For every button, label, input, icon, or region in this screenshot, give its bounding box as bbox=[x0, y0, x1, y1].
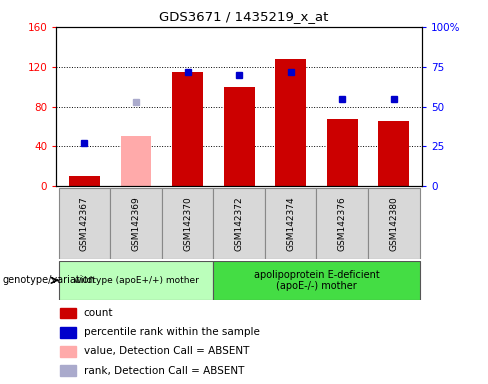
Text: GSM142372: GSM142372 bbox=[235, 196, 244, 251]
Text: count: count bbox=[83, 308, 113, 318]
Bar bbox=[110, 188, 162, 259]
Bar bbox=[275, 59, 306, 186]
Text: GSM142370: GSM142370 bbox=[183, 196, 192, 251]
Bar bbox=[162, 188, 213, 259]
Text: GDS3671 / 1435219_x_at: GDS3671 / 1435219_x_at bbox=[159, 10, 329, 23]
Bar bbox=[327, 119, 358, 186]
Bar bbox=[59, 261, 213, 300]
Text: GSM142367: GSM142367 bbox=[80, 196, 89, 251]
Bar bbox=[121, 136, 151, 186]
Bar bbox=[60, 346, 76, 357]
Text: apolipoprotein E-deficient
(apoE-/-) mother: apolipoprotein E-deficient (apoE-/-) mot… bbox=[254, 270, 379, 291]
Bar bbox=[316, 188, 368, 259]
Text: wildtype (apoE+/+) mother: wildtype (apoE+/+) mother bbox=[74, 276, 199, 285]
Bar bbox=[60, 327, 76, 338]
Text: value, Detection Call = ABSENT: value, Detection Call = ABSENT bbox=[83, 346, 249, 356]
Bar bbox=[224, 87, 255, 186]
Text: GSM142376: GSM142376 bbox=[338, 196, 346, 251]
Bar bbox=[265, 188, 316, 259]
Text: percentile rank within the sample: percentile rank within the sample bbox=[83, 327, 260, 337]
Bar bbox=[59, 188, 110, 259]
Bar bbox=[69, 176, 100, 186]
Bar bbox=[213, 261, 420, 300]
Bar bbox=[172, 72, 203, 186]
Text: genotype/variation: genotype/variation bbox=[2, 275, 95, 285]
Text: GSM142380: GSM142380 bbox=[389, 196, 398, 251]
Text: rank, Detection Call = ABSENT: rank, Detection Call = ABSENT bbox=[83, 366, 244, 376]
Text: GSM142374: GSM142374 bbox=[286, 196, 295, 251]
Text: GSM142369: GSM142369 bbox=[132, 196, 141, 251]
Bar bbox=[378, 121, 409, 186]
Bar bbox=[368, 188, 420, 259]
Bar bbox=[60, 365, 76, 376]
Bar bbox=[213, 188, 265, 259]
Bar bbox=[60, 308, 76, 318]
